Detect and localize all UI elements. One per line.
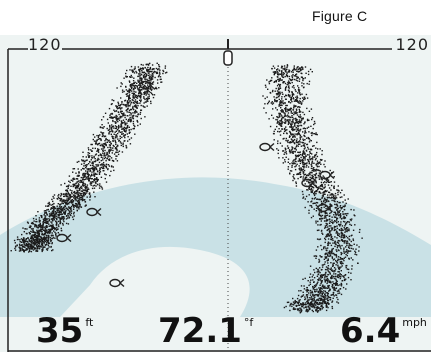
sonar-canvas <box>0 39 431 352</box>
figure-caption: Figure C <box>312 8 368 24</box>
fish-targets <box>56 80 335 288</box>
sonar-returns-right <box>262 64 363 314</box>
display-border <box>7 48 431 352</box>
sonar-returns-left <box>10 62 168 253</box>
fish-icon <box>86 207 102 217</box>
depth-value: 35 <box>36 311 84 351</box>
fish-icon <box>56 233 72 243</box>
temperature-readout: 72.1 °f <box>158 314 253 348</box>
temperature-unit: °f <box>243 316 254 329</box>
speed-value: 6.4 <box>340 311 401 351</box>
depth-readout: 35 ft <box>36 314 93 348</box>
fish-icon <box>317 203 333 213</box>
range-label-left: 120 <box>28 35 62 54</box>
fish-icon <box>109 278 125 288</box>
fish-icon <box>139 80 155 90</box>
fish-icon <box>259 142 275 152</box>
transducer-cone-icon <box>223 39 233 66</box>
fish-icon <box>301 178 317 188</box>
temperature-value: 72.1 <box>158 311 242 351</box>
fish-icon <box>319 170 335 180</box>
watermark-shape <box>0 177 431 317</box>
speed-unit: mph <box>402 316 427 329</box>
sonar-display: 120 120 35 ft 72.1 °f 6.4 mph <box>0 35 431 352</box>
depth-unit: ft <box>85 316 94 329</box>
speed-readout: 6.4 mph <box>340 314 427 348</box>
range-label-right: 120 <box>395 35 429 54</box>
